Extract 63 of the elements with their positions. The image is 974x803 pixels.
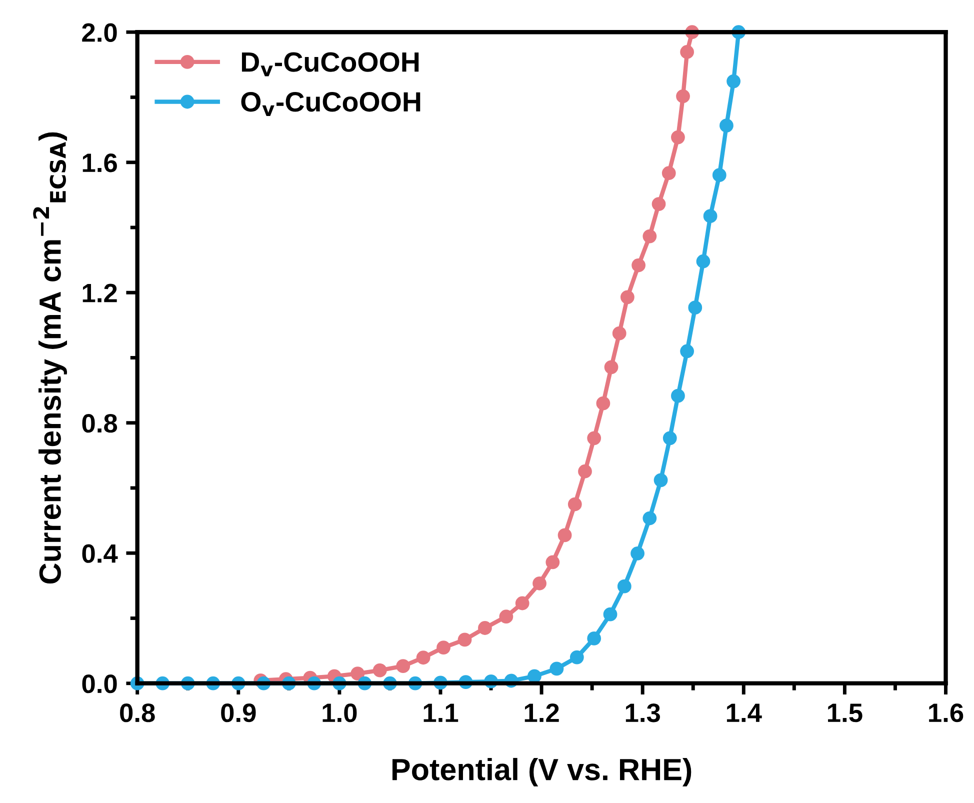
point: [652, 197, 666, 211]
x-tick-label: 1.6: [929, 703, 964, 722]
point: [630, 546, 644, 560]
point: [478, 621, 492, 635]
x-tick-label: 1.4: [726, 704, 762, 722]
point: [642, 229, 657, 244]
point: [680, 344, 694, 358]
point: [499, 610, 514, 624]
point: [688, 300, 702, 315]
point: [570, 650, 584, 664]
x-tick-label: 1.0: [322, 703, 357, 722]
y-tick-label: 0.0: [82, 674, 117, 694]
point: [712, 168, 726, 182]
point: [550, 662, 564, 676]
point: [372, 663, 387, 678]
y-tick-label: 1.6: [82, 154, 117, 172]
point: [515, 596, 530, 610]
x-axis-title: Potential (V vs. RHE): [392, 758, 692, 786]
point: [528, 669, 542, 684]
x-tick-label: 1.1: [424, 704, 458, 722]
point: [662, 166, 676, 180]
point: [546, 555, 560, 570]
point: [703, 209, 718, 224]
point: [587, 631, 602, 646]
legend-label: O$_{v}$-CuCoOOH: [241, 92, 420, 116]
x-tick-label: 1.2: [524, 703, 559, 722]
point: [558, 528, 572, 542]
point: [632, 258, 646, 272]
y-axis-title: Current density (mA cm$^{−2}$$_{ECSA}$): [33, 132, 68, 584]
point: [671, 388, 685, 403]
x-tick-label: 1.3: [626, 703, 660, 722]
point: [620, 290, 634, 304]
point: [604, 360, 618, 374]
y-tick-label: 0.8: [82, 414, 118, 433]
x-tick-label: 0.8: [120, 703, 155, 722]
point: [617, 579, 632, 594]
point: [436, 640, 450, 654]
point: [680, 45, 694, 59]
point: [396, 659, 410, 674]
legend-label: D$_{v}$-CuCoOOH: [242, 52, 419, 76]
point: [662, 431, 677, 446]
y-tick-label: 1.2: [82, 284, 117, 302]
point: [603, 607, 618, 622]
point: [587, 431, 602, 446]
point: [596, 396, 610, 410]
point: [726, 74, 740, 88]
point: [671, 130, 685, 144]
point: [696, 254, 710, 268]
point: [458, 632, 472, 647]
x-tick-label: 0.9: [221, 703, 256, 722]
point: [350, 666, 365, 681]
point: [642, 511, 657, 526]
point: [612, 326, 626, 340]
y-tick-label: 2.0: [82, 23, 117, 42]
point: [578, 464, 592, 478]
point: [676, 89, 690, 104]
x-tick-label: 1.5: [828, 704, 862, 722]
point: [416, 650, 430, 665]
y-tick-label: 0.4: [82, 544, 118, 563]
point: [568, 497, 582, 512]
point: [654, 473, 668, 488]
point: [532, 576, 546, 590]
point: [720, 118, 734, 133]
